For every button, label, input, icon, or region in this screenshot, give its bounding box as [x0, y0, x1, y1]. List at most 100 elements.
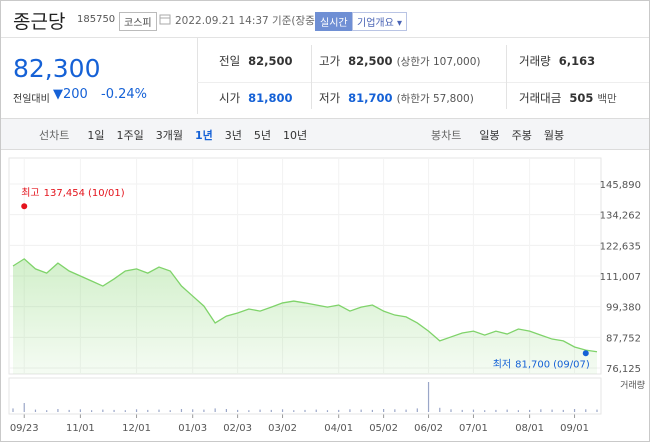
volume-bar [405, 409, 407, 412]
volume-bar [439, 407, 441, 412]
volume-bar [293, 410, 295, 412]
y-tick-label: 145,890 [600, 180, 641, 191]
stat-label: 시가 [219, 91, 241, 105]
volume-bar [517, 410, 519, 412]
stat-value: 81,700 [348, 91, 393, 105]
volume-bar [23, 403, 25, 412]
candle-tab[interactable]: 월봉 [543, 129, 565, 142]
chart: 76,125 87,752 99,380 111,007 122,635 134,262 1… [8, 157, 645, 434]
tab-bar: 선차트 1일 1주일 3개월 1년 3년 5년 10년 봉차트 일봉 주봉 월봉 [1, 118, 649, 150]
extreme-marker [582, 350, 589, 357]
volume-bar [416, 408, 418, 412]
calendar-icon [159, 14, 171, 25]
volume-bar [394, 409, 396, 412]
volume-bar [371, 409, 373, 412]
volume-bar [214, 408, 216, 412]
x-tick-label: 03/02 [268, 423, 297, 434]
divider [197, 82, 649, 83]
volume-bar [57, 409, 59, 412]
realtime-badge[interactable]: 실시간 [315, 12, 353, 31]
overview-button[interactable]: 기업개요 ▾ [352, 12, 408, 31]
y-tick-label: 134,262 [600, 211, 641, 222]
x-tick-label: 11/01 [66, 423, 95, 434]
volume-bar [102, 409, 104, 412]
change-label: 전일대비 [13, 94, 50, 105]
candle-tab[interactable]: 일봉 [479, 129, 500, 142]
volume-bar [135, 409, 138, 412]
change-value: 200 [63, 87, 88, 102]
period-tab[interactable]: 1주일 [116, 129, 144, 142]
extreme-label-name: 최저 [493, 358, 511, 370]
volume-bar [237, 409, 239, 412]
x-tick-label: 04/01 [324, 423, 353, 434]
extreme-label-value: 81,700 [515, 359, 550, 370]
period-tab[interactable]: 10년 [283, 129, 308, 142]
volume-bar [259, 409, 261, 412]
volume-bar [450, 409, 452, 412]
volume-bar [484, 410, 486, 412]
x-tick-label: 09/23 [10, 423, 39, 434]
stat-label: 저가 [319, 91, 341, 105]
volume-bar [304, 409, 306, 412]
period-tab[interactable]: 3년 [224, 129, 242, 142]
x-tick-label: 12/01 [122, 423, 151, 434]
volume-bar [68, 409, 70, 412]
overview-label: 기업개요 [357, 18, 394, 29]
y-tick-label: 111,007 [600, 272, 641, 283]
volume-bar [427, 382, 430, 412]
volume-frame [8, 377, 602, 415]
volume-bar [315, 409, 317, 412]
volume-bar [360, 409, 362, 412]
candle-tab[interactable]: 주봉 [511, 129, 532, 142]
stock-name: 종근당 [13, 11, 66, 33]
volume-bar [383, 409, 385, 412]
volume-label: 거래량 [620, 379, 645, 391]
volume-bar [180, 409, 183, 412]
volume-bar [203, 409, 205, 412]
volume-bar [472, 409, 475, 412]
volume-bar [349, 409, 351, 412]
x-tick-label: 05/02 [369, 423, 398, 434]
stat-item: 거래대금 505 백만 [519, 90, 617, 106]
extreme-label-date: (09/07) [553, 359, 590, 370]
stat-item: 전일 82,500 [219, 53, 293, 69]
volume-bar [91, 410, 93, 412]
volume-bar [506, 409, 508, 412]
volume-bar [585, 409, 587, 412]
y-tick-label: 99,380 [606, 303, 641, 314]
period-tab[interactable]: 1년 [195, 129, 213, 142]
stat-value: 82,500 [248, 54, 293, 68]
stat-item: 저가 81,700 (하한가 57,800) [319, 90, 474, 106]
change-pct: -0.24% [101, 87, 147, 102]
market-badge: 코스피 [119, 12, 157, 31]
stock-code: 185750 [77, 14, 116, 25]
volume-bar [12, 408, 14, 412]
stat-item: 시가 81,800 [219, 90, 293, 106]
volume-bar [461, 409, 463, 412]
price: 82,300 [13, 54, 101, 83]
price-line [12, 258, 598, 353]
volume-bar [192, 409, 194, 412]
period-tab[interactable]: 3개월 [155, 129, 183, 142]
x-tick-label: 01/03 [178, 423, 207, 434]
extreme-label-value: 137,454 [44, 188, 85, 199]
volume-bar [34, 409, 37, 412]
period-tab[interactable]: 5년 [253, 129, 272, 142]
y-tick-label: 76,125 [606, 364, 641, 375]
change: ▼200 [53, 87, 88, 102]
volume-bar [124, 410, 126, 412]
volume-bar [573, 409, 576, 412]
stat-item: 고가 82,500 (상한가 107,000) [319, 53, 481, 69]
volume-bar [158, 409, 160, 412]
volume-bar [495, 409, 497, 412]
stat-note: (상한가 107,000) [396, 56, 481, 68]
period-tab[interactable]: 1일 [87, 129, 105, 142]
volume-bar [529, 409, 531, 412]
stat-note: 백만 [597, 93, 617, 105]
stat-label: 거래대금 [519, 91, 562, 105]
stat-value: 6,163 [558, 54, 596, 68]
x-tick-label: 06/02 [414, 423, 443, 434]
header: 종근당 185750 코스피 2022.09.21 14:37 기준(장중) 실… [1, 1, 649, 38]
extreme-marker [21, 203, 28, 210]
